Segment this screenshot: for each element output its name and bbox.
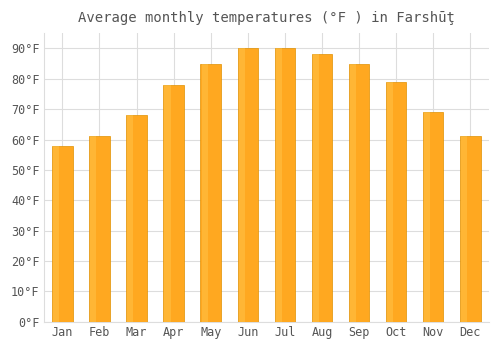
Bar xyxy=(386,82,406,322)
Bar xyxy=(423,112,444,322)
Bar xyxy=(164,85,184,322)
Bar xyxy=(200,64,221,322)
Bar xyxy=(387,82,393,322)
Bar xyxy=(128,115,134,322)
Title: Average monthly temperatures (°F ) in Farshūţ: Average monthly temperatures (°F ) in Fa… xyxy=(78,11,455,25)
Bar xyxy=(424,112,430,322)
Bar xyxy=(461,136,468,322)
Bar xyxy=(238,48,244,322)
Bar xyxy=(350,64,356,322)
Bar xyxy=(53,146,60,322)
Bar xyxy=(126,115,146,322)
Bar xyxy=(460,136,480,322)
Bar xyxy=(313,55,319,322)
Bar xyxy=(276,48,282,322)
Bar xyxy=(238,48,258,322)
Bar xyxy=(274,48,295,322)
Bar xyxy=(52,146,72,322)
Bar xyxy=(202,64,207,322)
Bar xyxy=(90,136,96,322)
Bar xyxy=(89,136,110,322)
Bar xyxy=(349,64,370,322)
Bar xyxy=(312,55,332,322)
Bar xyxy=(164,85,170,322)
